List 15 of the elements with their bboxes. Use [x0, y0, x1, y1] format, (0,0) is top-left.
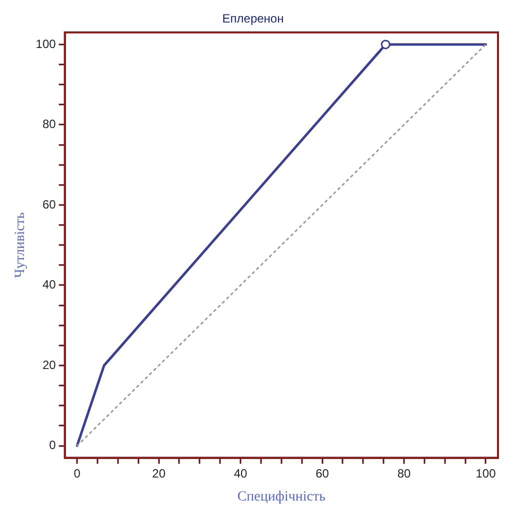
y-tick-label: 40: [42, 278, 56, 292]
chart-title: Еплеренон: [222, 12, 284, 26]
y-tick-label: 100: [36, 36, 56, 51]
y-axis-title: Чутливість: [13, 212, 28, 278]
x-tick-label: 20: [152, 466, 166, 480]
x-tick-label: 40: [234, 466, 248, 480]
x-tick-label: 0: [74, 466, 81, 480]
y-tick-label: 0: [49, 438, 56, 452]
x-tick-label: 80: [397, 466, 412, 480]
y-tick-label: 20: [42, 358, 56, 372]
y-tick-label: 60: [42, 197, 56, 212]
x-axis-title: Специфічність: [237, 489, 326, 504]
x-tick-label: 60: [316, 466, 330, 480]
x-tick-label: 100: [476, 466, 496, 480]
y-tick-label: 80: [42, 117, 56, 132]
